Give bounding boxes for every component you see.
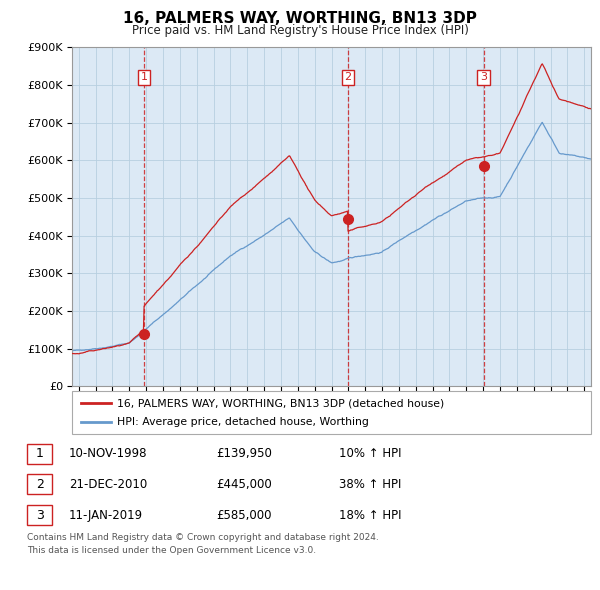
Text: Price paid vs. HM Land Registry's House Price Index (HPI): Price paid vs. HM Land Registry's House … bbox=[131, 24, 469, 37]
Text: 18% ↑ HPI: 18% ↑ HPI bbox=[339, 509, 401, 522]
Text: 2: 2 bbox=[344, 73, 352, 83]
Text: HPI: Average price, detached house, Worthing: HPI: Average price, detached house, Wort… bbox=[117, 417, 369, 427]
Text: £445,000: £445,000 bbox=[216, 478, 272, 491]
Text: £585,000: £585,000 bbox=[216, 509, 271, 522]
Text: 1: 1 bbox=[140, 73, 148, 83]
Text: 2: 2 bbox=[35, 478, 44, 491]
Text: 16, PALMERS WAY, WORTHING, BN13 3DP: 16, PALMERS WAY, WORTHING, BN13 3DP bbox=[123, 11, 477, 25]
Text: 3: 3 bbox=[480, 73, 487, 83]
Text: 10-NOV-1998: 10-NOV-1998 bbox=[69, 447, 148, 460]
Text: 16, PALMERS WAY, WORTHING, BN13 3DP (detached house): 16, PALMERS WAY, WORTHING, BN13 3DP (det… bbox=[117, 398, 444, 408]
Text: 11-JAN-2019: 11-JAN-2019 bbox=[69, 509, 143, 522]
Text: 38% ↑ HPI: 38% ↑ HPI bbox=[339, 478, 401, 491]
Text: 1: 1 bbox=[35, 447, 44, 460]
Text: 21-DEC-2010: 21-DEC-2010 bbox=[69, 478, 147, 491]
Text: Contains HM Land Registry data © Crown copyright and database right 2024.: Contains HM Land Registry data © Crown c… bbox=[27, 533, 379, 542]
Text: 3: 3 bbox=[35, 509, 44, 522]
Text: £139,950: £139,950 bbox=[216, 447, 272, 460]
Text: This data is licensed under the Open Government Licence v3.0.: This data is licensed under the Open Gov… bbox=[27, 546, 316, 555]
Text: 10% ↑ HPI: 10% ↑ HPI bbox=[339, 447, 401, 460]
